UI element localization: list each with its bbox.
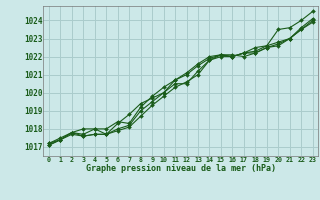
- X-axis label: Graphe pression niveau de la mer (hPa): Graphe pression niveau de la mer (hPa): [86, 164, 276, 173]
